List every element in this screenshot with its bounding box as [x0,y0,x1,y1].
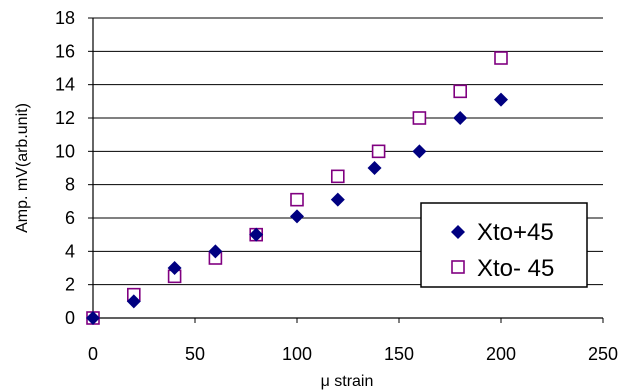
point-series-1-4 [249,227,264,242]
legend-marker-series-2 [451,260,465,274]
point-series-2-10 [494,51,508,65]
x-tick-label-4: 200 [486,344,516,364]
y-tick-label-4: 8 [65,175,75,195]
point-series-1-3 [208,244,223,259]
point-series-1-5 [290,209,304,224]
x-tick-label-5: 250 [588,344,618,364]
point-series-1-0 [86,311,100,325]
point-series-1-10 [494,92,508,107]
point-series-1-6 [330,192,345,207]
legend: Xto+45 Xto- 45 [420,202,588,288]
gridlines [93,17,603,286]
point-series-2-8 [412,111,427,125]
y-tick-label-0: 0 [65,308,75,328]
y-tick-label-7: 14 [55,75,75,95]
y-tick-label-9: 18 [55,8,75,28]
point-series-2-5 [290,192,304,207]
x-tick-label-1: 50 [185,344,205,364]
point-series-2-9 [453,84,468,99]
point-series-1-7 [367,161,382,175]
x-tick-label-0: 0 [88,344,98,364]
legend-box [420,202,588,288]
point-series-1-2 [167,261,182,275]
y-tick-label-3: 6 [65,208,75,228]
x-axis-title: μ strain [321,373,374,390]
x-tick-label-3: 150 [384,344,414,364]
tick-labels: 0 2 4 6 8 10 12 14 16 18 0 50 100 150 200 250 [55,8,618,364]
y-tick-label-2: 4 [65,241,75,261]
legend-marker-series-1 [451,225,465,239]
data-points [86,51,508,325]
legend-markers [451,225,465,274]
legend-label-series-2: Xto- 45 [477,255,554,282]
y-tick-label-8: 16 [55,41,75,61]
point-series-2-7 [371,144,386,159]
point-series-2-6 [330,169,345,184]
point-series-1-8 [412,144,427,159]
y-tick-label-1: 2 [65,275,75,295]
y-tick-label-5: 10 [55,141,75,161]
x-tick-label-2: 100 [282,344,312,364]
y-tick-label-6: 12 [55,108,75,128]
point-series-1-9 [453,111,468,125]
point-series-1-1 [126,294,141,309]
y-axis-title: Amp. mV(arb.unit) [14,103,31,233]
legend-label-series-1: Xto+45 [477,219,554,246]
